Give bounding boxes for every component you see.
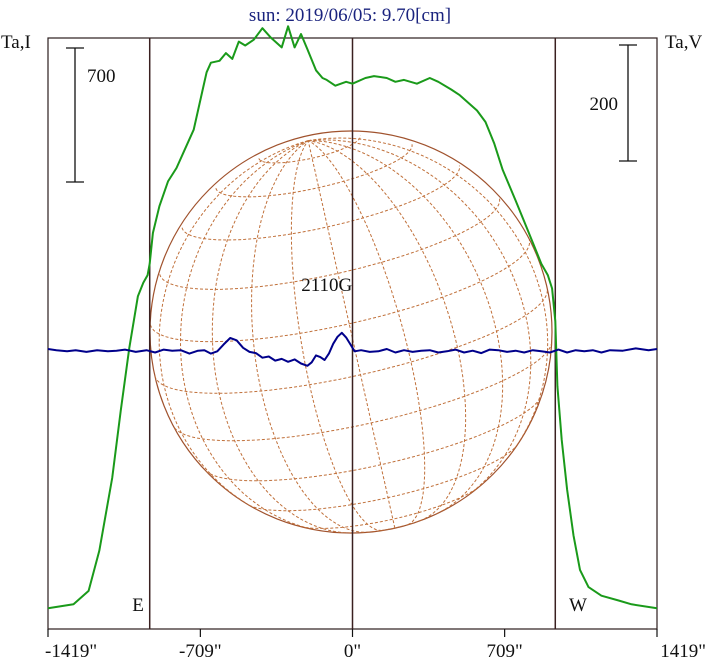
meridian-line [308, 139, 532, 496]
meridian-line [251, 140, 370, 533]
meridian-line [179, 140, 315, 530]
chart-title: sun: 2019/06/05: 9.70[cm] [249, 5, 451, 26]
meridian-line [158, 140, 309, 511]
parallel-line [248, 444, 518, 512]
meridian-line [308, 140, 467, 522]
right-axis-label: Ta,V [665, 32, 702, 53]
parallel-line [150, 240, 531, 343]
meridian-line [290, 140, 382, 531]
limb-label-w: W [569, 595, 587, 616]
scale-bar-right: 200 [590, 44, 637, 162]
scale-bar-label: 200 [590, 94, 619, 115]
scale-bar-label: 700 [87, 66, 116, 87]
x-tick-label: 709" [487, 641, 523, 662]
parallel-line [174, 343, 552, 442]
x-tick-label: 0" [344, 641, 361, 662]
meridian-line [307, 140, 426, 526]
parallel-line [205, 395, 542, 482]
scale-bar-left: 700 [66, 47, 116, 183]
parallel-line [159, 198, 501, 290]
x-tick-label: -709" [179, 641, 222, 662]
meridian-line [307, 140, 396, 529]
solar-disk-grid [149, 130, 553, 534]
x-tick-label: 1419" [660, 641, 706, 662]
parallel-line [181, 165, 461, 241]
parallel-line [215, 144, 413, 198]
active-region-label: 2110G [301, 275, 352, 296]
meridian-line [211, 140, 351, 533]
parallel-line [366, 519, 423, 533]
left-axis-label: Ta,I [1, 32, 31, 53]
meridian-line [308, 137, 549, 454]
x-tick-label: -1419" [45, 641, 97, 662]
limb-label-e: E [132, 595, 144, 616]
series-v-line [47, 331, 658, 367]
parallel-line [154, 288, 548, 394]
parallel-line [258, 135, 362, 164]
series-i-line [47, 25, 658, 610]
meridian-line [308, 140, 504, 515]
